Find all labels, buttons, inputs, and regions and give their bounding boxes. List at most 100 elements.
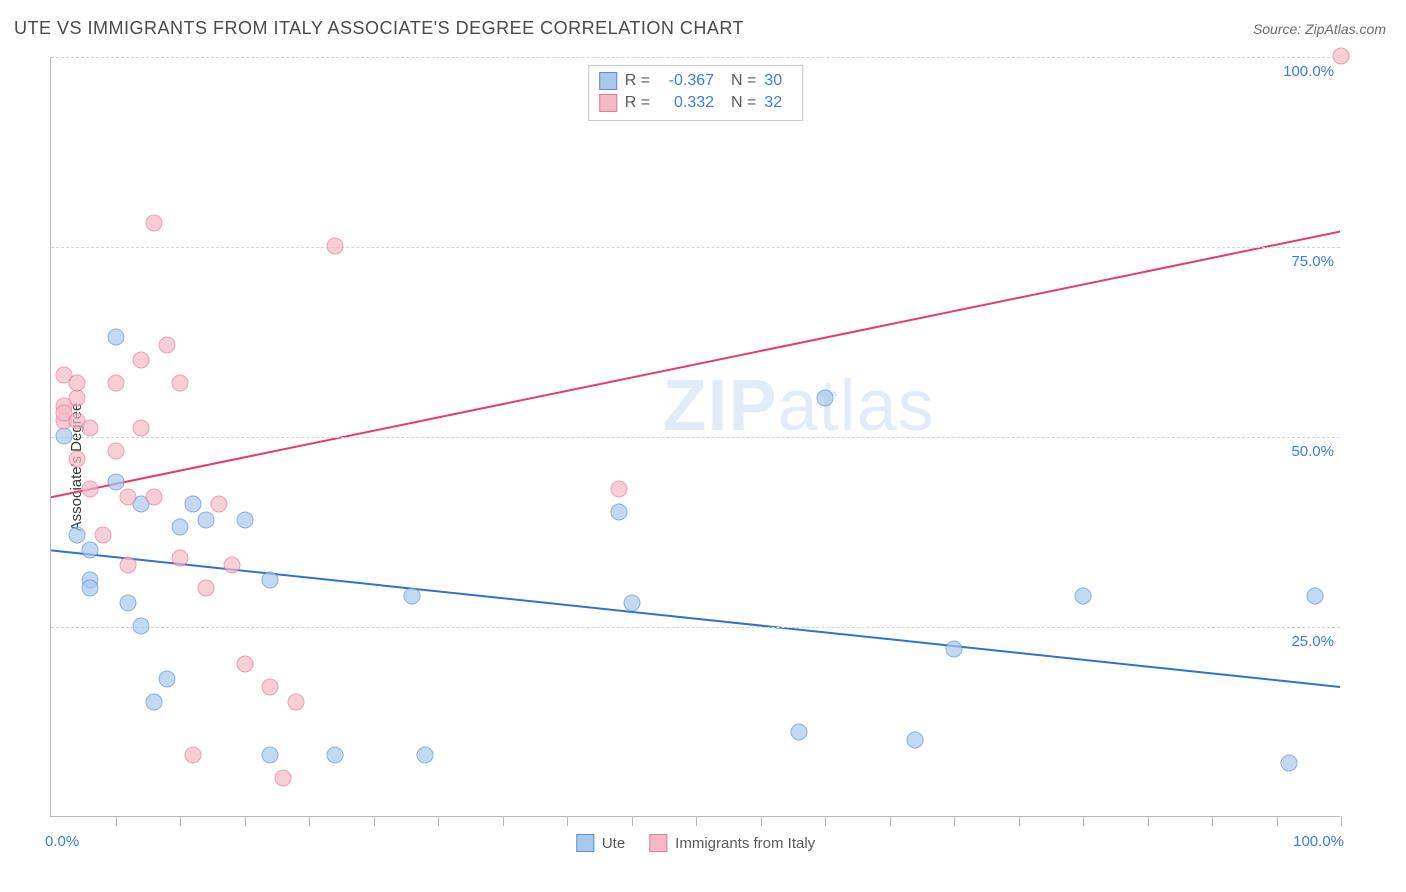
legend-swatch [649,834,667,852]
corr-r-value: -0.367 [658,70,714,92]
data-point [94,526,111,543]
legend-swatch [576,834,594,852]
correlation-legend-box: R =-0.367 N =30R = 0.332 N = 32 [588,65,804,121]
watermark-zip: ZIP [663,366,778,446]
chart-title: UTE VS IMMIGRANTS FROM ITALY ASSOCIATE'S… [14,18,744,39]
data-point [610,481,627,498]
gridline-h [51,247,1340,248]
data-point [210,496,227,513]
data-point [1307,587,1324,604]
correlation-row: R =-0.367 N =30 [599,70,789,92]
legend-label: Ute [602,835,625,852]
data-point [120,595,137,612]
chart-container: Associate's Degree ZIPatlas R =-0.367 N … [0,47,1406,887]
data-point [326,238,343,255]
data-point [184,496,201,513]
x-tick [890,816,891,826]
data-point [184,747,201,764]
data-point [817,390,834,407]
data-point [55,428,72,445]
chart-header: UTE VS IMMIGRANTS FROM ITALY ASSOCIATE'S… [0,0,1406,47]
data-point [288,694,305,711]
legend-bottom: Ute Immigrants from Italy [576,834,815,852]
data-point [172,549,189,566]
data-point [146,488,163,505]
x-tick-label: 100.0% [1293,833,1344,850]
data-point [107,443,124,460]
y-tick-label: 50.0% [1291,443,1334,460]
data-point [197,511,214,528]
data-point [907,732,924,749]
x-tick [245,816,246,826]
trend-line [51,232,1340,498]
y-tick-label: 25.0% [1291,633,1334,650]
x-tick [825,816,826,826]
x-tick [1277,816,1278,826]
data-point [68,526,85,543]
data-point [146,694,163,711]
x-tick [1341,816,1342,826]
y-tick-label: 75.0% [1291,253,1334,270]
data-point [107,473,124,490]
data-point [623,595,640,612]
data-point [133,352,150,369]
gridline-h [51,627,1340,628]
data-point [120,488,137,505]
x-tick [696,816,697,826]
x-tick [503,816,504,826]
data-point [172,374,189,391]
data-point [1075,587,1092,604]
data-point [326,747,343,764]
data-point [146,215,163,232]
legend-label: Immigrants from Italy [675,835,815,852]
x-tick [567,816,568,826]
data-point [275,770,292,787]
data-point [262,572,279,589]
data-point [120,557,137,574]
legend-item: Immigrants from Italy [649,834,815,852]
data-point [172,519,189,536]
corr-n-label: N = [722,92,756,114]
data-point [133,420,150,437]
x-tick [309,816,310,826]
x-tick [761,816,762,826]
data-point [404,587,421,604]
y-tick-label: 100.0% [1283,63,1334,80]
x-tick [1212,816,1213,826]
source-attribution: Source: ZipAtlas.com [1253,21,1386,37]
legend-item: Ute [576,834,625,852]
data-point [610,504,627,521]
corr-n-value: 32 [764,92,788,114]
data-point [68,374,85,391]
x-tick [116,816,117,826]
data-point [68,450,85,467]
legend-swatch [599,72,617,90]
x-tick [954,816,955,826]
gridline-h [51,57,1340,58]
data-point [946,640,963,657]
data-point [236,656,253,673]
x-tick [180,816,181,826]
x-tick [374,816,375,826]
x-tick [632,816,633,826]
x-tick [1148,816,1149,826]
corr-r-label: R = [625,92,650,114]
x-tick [438,816,439,826]
data-point [107,329,124,346]
legend-swatch [599,94,617,112]
x-tick [1083,816,1084,826]
data-point [1333,48,1350,65]
data-point [262,747,279,764]
data-point [81,580,98,597]
data-point [107,374,124,391]
data-point [81,542,98,559]
scatter-plot-area: ZIPatlas R =-0.367 N =30R =0.332 N =32 U… [50,57,1340,817]
corr-n-label: N = [722,70,756,92]
data-point [262,678,279,695]
data-point [197,580,214,597]
data-point [159,671,176,688]
data-point [417,747,434,764]
corr-r-value: 0.332 [658,92,714,114]
gridline-h [51,437,1340,438]
watermark: ZIPatlas [663,365,935,447]
